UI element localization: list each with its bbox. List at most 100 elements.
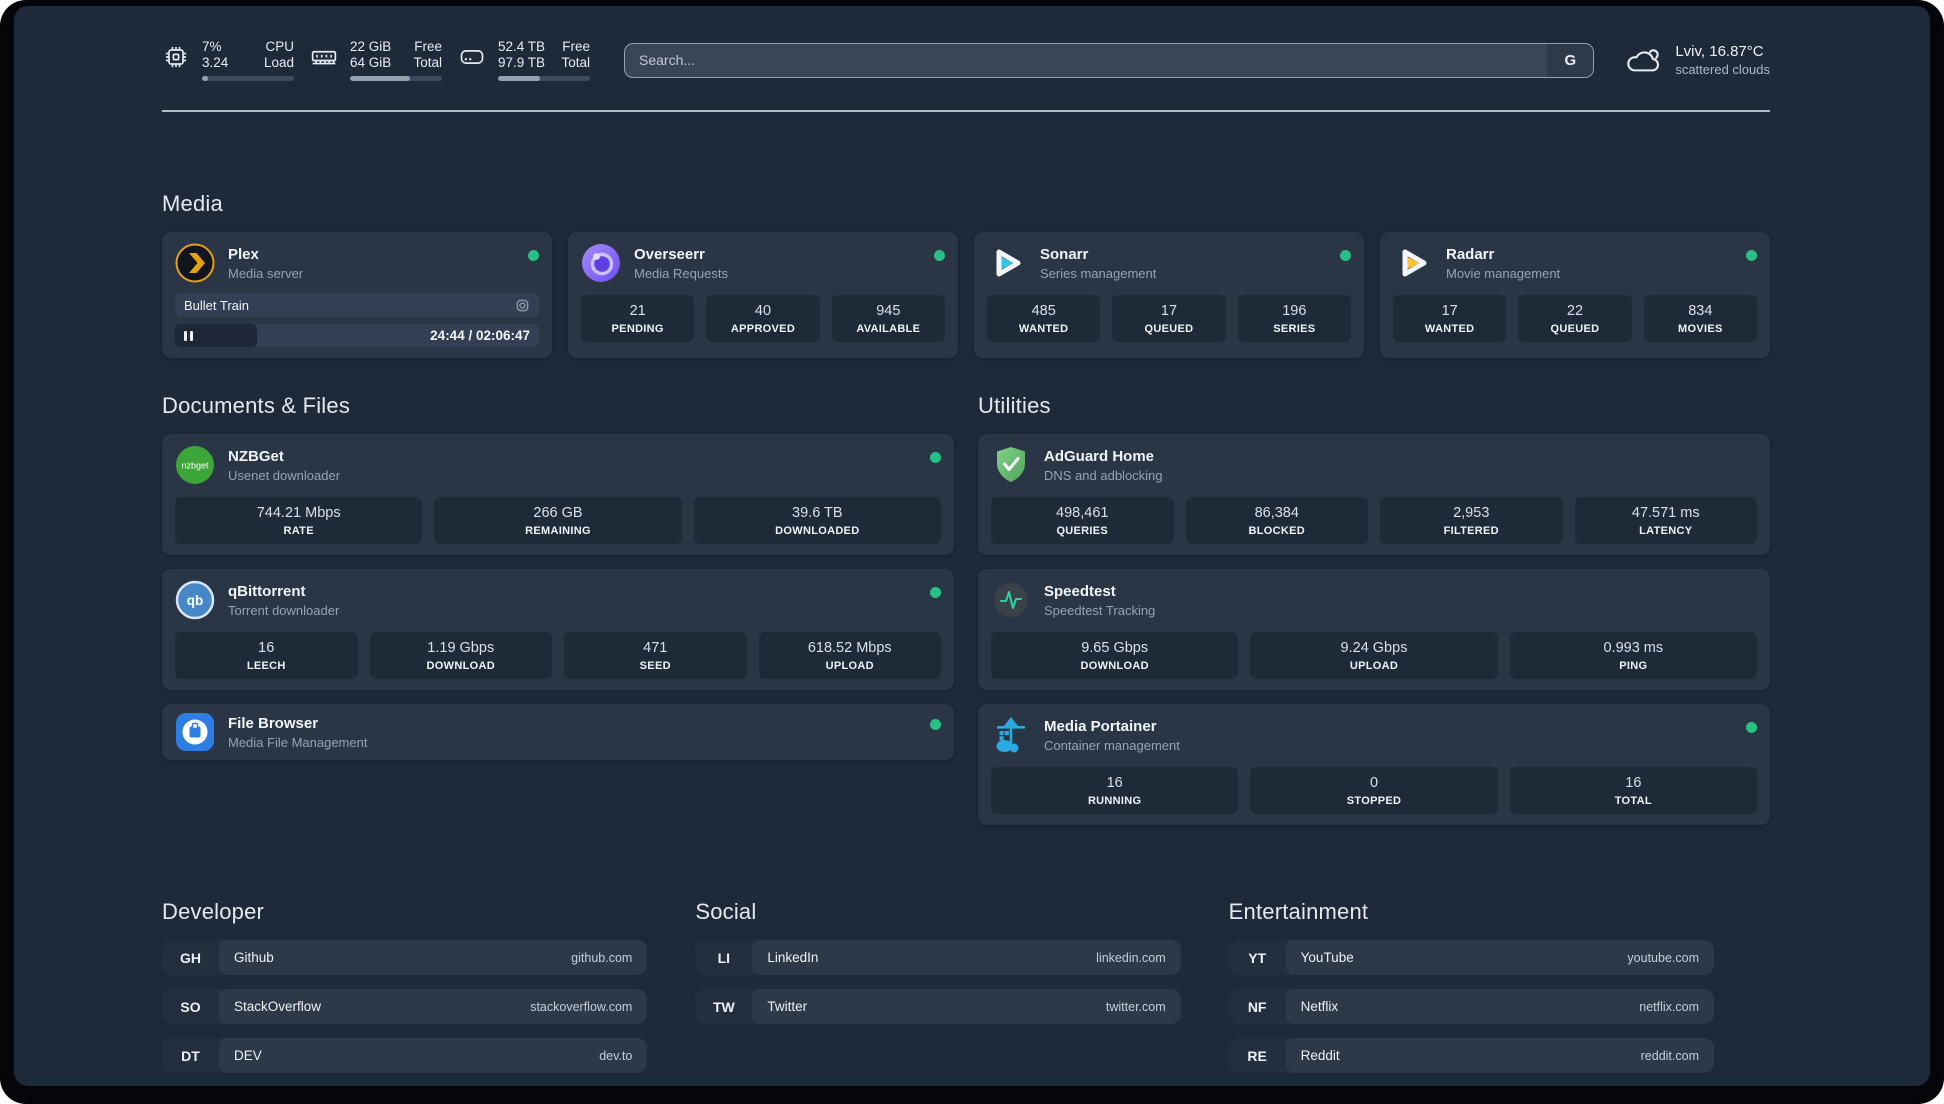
- search-input[interactable]: [625, 52, 1548, 68]
- column-utilities: Utilities AdGuard Home DNS and: [978, 393, 1770, 839]
- bookmark-abbr: DT: [181, 1047, 200, 1064]
- stat-block: 22 QUEUED: [1518, 295, 1632, 342]
- status-dot: [1340, 250, 1351, 261]
- stat-block: 9.24 Gbps UPLOAD: [1250, 632, 1498, 679]
- service-card-filebrowser[interactable]: File Browser Media File Management: [162, 704, 954, 760]
- stat-value: 22: [1566, 302, 1584, 319]
- stat-block: 1.19 Gbps DOWNLOAD: [369, 632, 552, 679]
- stat-label: REMAINING: [525, 524, 591, 537]
- stat-block: 16 TOTAL: [1509, 767, 1757, 814]
- search-provider-button[interactable]: G: [1547, 43, 1594, 77]
- cpu-progress-bar: [202, 76, 294, 81]
- service-card-portainer[interactable]: Media Portainer Container management 16 …: [978, 704, 1770, 825]
- stat-value: 618.52 Mbps: [807, 639, 892, 656]
- cpu-label-2: Load: [263, 55, 294, 70]
- cpu-icon: [162, 41, 190, 73]
- memory-label-1: Free: [414, 39, 442, 54]
- section-heading-media: Media: [162, 191, 223, 216]
- bookmark-netflix[interactable]: NF Netflix netflix.com: [1228, 989, 1714, 1024]
- plex-icon: [175, 243, 215, 283]
- stat-value: 1.19 Gbps: [427, 639, 495, 656]
- stat-label: FILTERED: [1443, 524, 1499, 537]
- stat-value: 9.24 Gbps: [1340, 639, 1408, 656]
- service-description: Torrent downloader: [228, 602, 340, 618]
- service-description: Usenet downloader: [228, 467, 341, 483]
- status-dot: [528, 250, 539, 261]
- stat-label: AVAILABLE: [856, 322, 921, 335]
- stat-block: 618.52 Mbps UPLOAD: [758, 632, 941, 679]
- weather-widget[interactable]: Lviv, 16.87°C scattered clouds: [1624, 42, 1770, 78]
- memory-total-value: 64 GiB: [350, 55, 392, 70]
- stat-label: QUEUED: [1144, 322, 1194, 335]
- service-name: Overseerr: [634, 245, 705, 263]
- stat-value: 744.21 Mbps: [256, 504, 341, 521]
- section-heading-social: Social: [695, 899, 757, 924]
- stat-block: 16 LEECH: [175, 632, 358, 679]
- nzbget-icon: nzbget: [175, 445, 215, 485]
- memory-free-value: 22 GiB: [350, 39, 392, 54]
- stat-block: 945 AVAILABLE: [831, 295, 945, 342]
- bookmark-group-social: Social LI LinkedIn linkedin.com TW Twitt…: [695, 899, 1181, 1086]
- sonarr-icon: [987, 243, 1027, 283]
- stat-block: 744.21 Mbps RATE: [175, 497, 423, 544]
- service-card-nzbget[interactable]: nzbget NZBGet Usenet downloader 744.21 M…: [162, 434, 954, 555]
- bookmark-abbr: GH: [180, 949, 201, 966]
- stat-value: 9.65 Gbps: [1081, 639, 1149, 656]
- radarr-icon: [1393, 243, 1433, 283]
- bookmark-group-entertainment: Entertainment YT YouTube youtube.com NF …: [1228, 899, 1714, 1086]
- portainer-icon: [991, 715, 1031, 755]
- bookmark-stackoverflow[interactable]: SO StackOverflow stackoverflow.com: [162, 989, 648, 1024]
- stat-block: 266 GB REMAINING: [434, 497, 682, 544]
- service-name: AdGuard Home: [1044, 447, 1155, 465]
- resource-widget-cpu: 7% 3.24 CPU Load: [162, 39, 294, 81]
- stat-block: 834 MOVIES: [1643, 295, 1757, 342]
- bookmark-reddit[interactable]: RE Reddit reddit.com: [1228, 1038, 1714, 1073]
- bookmark-url: netflix.com: [1639, 999, 1699, 1014]
- stat-block: 485 WANTED: [987, 295, 1101, 342]
- service-card-overseerr[interactable]: Overseerr Media Requests 21 PENDING 40 A…: [568, 232, 958, 358]
- playback-progress-bar[interactable]: 24:44 / 02:06:47: [175, 324, 539, 347]
- bookmark-group-developer: Developer GH Github github.com SO StackO…: [162, 899, 648, 1086]
- bookmark-name: Twitter: [767, 999, 808, 1014]
- pause-icon[interactable]: [184, 330, 193, 341]
- stat-label: LEECH: [246, 659, 286, 672]
- bookmark-github[interactable]: GH Github github.com: [162, 940, 648, 975]
- stat-value: 16: [1106, 774, 1123, 791]
- stat-label: UPLOAD: [825, 659, 874, 672]
- bookmark-youtube[interactable]: YT YouTube youtube.com: [1228, 940, 1714, 975]
- stat-label: UPLOAD: [1349, 659, 1399, 672]
- disk-progress-bar: [498, 76, 590, 81]
- stat-value: 16: [1625, 774, 1642, 791]
- stat-value: 17: [1441, 302, 1458, 319]
- stat-value: 266 GB: [533, 504, 583, 521]
- status-dot: [930, 452, 941, 463]
- stat-value: 471: [643, 639, 668, 656]
- settings-icon[interactable]: [515, 298, 530, 313]
- status-dot: [930, 719, 941, 730]
- now-playing-row: Bullet Train: [175, 293, 539, 317]
- stat-label: RATE: [283, 524, 314, 537]
- stat-value: 16: [258, 639, 275, 656]
- bookmark-dev[interactable]: DT DEV dev.to: [162, 1038, 648, 1073]
- service-description: Media Requests: [634, 265, 728, 281]
- bookmark-twitter[interactable]: TW Twitter twitter.com: [695, 989, 1181, 1024]
- filebrowser-icon: [175, 712, 215, 752]
- service-description: Container management: [1044, 737, 1180, 753]
- resource-widget-memory: 22 GiB 64 GiB Free Total: [310, 39, 442, 81]
- section-heading-developer: Developer: [162, 899, 265, 924]
- service-card-speedtest[interactable]: Speedtest Speedtest Tracking 9.65 Gbps D…: [978, 569, 1770, 690]
- cpu-load-value: 3.24: [202, 55, 229, 70]
- service-card-adguard[interactable]: AdGuard Home DNS and adblocking 498,461 …: [978, 434, 1770, 555]
- service-description: Media File Management: [228, 734, 368, 750]
- bookmark-linkedin[interactable]: LI LinkedIn linkedin.com: [695, 940, 1181, 975]
- stat-label: WANTED: [1424, 322, 1475, 335]
- bookmark-name: Reddit: [1300, 1048, 1340, 1063]
- service-card-qbittorrent[interactable]: qb qBittorrent Torrent downloader 16 LEE…: [162, 569, 954, 690]
- stat-block: 0.993 ms PING: [1509, 632, 1757, 679]
- overseerr-icon: [581, 243, 621, 283]
- service-card-sonarr[interactable]: Sonarr Series management 485 WANTED 17 Q…: [974, 232, 1364, 358]
- stat-block: 17 QUEUED: [1112, 295, 1226, 342]
- service-card-plex[interactable]: Plex Media server Bullet Train: [162, 232, 552, 358]
- service-card-radarr[interactable]: Radarr Movie management 17 WANTED 22 QUE…: [1380, 232, 1770, 358]
- top-bar: 7% 3.24 CPU Load: [162, 34, 1770, 86]
